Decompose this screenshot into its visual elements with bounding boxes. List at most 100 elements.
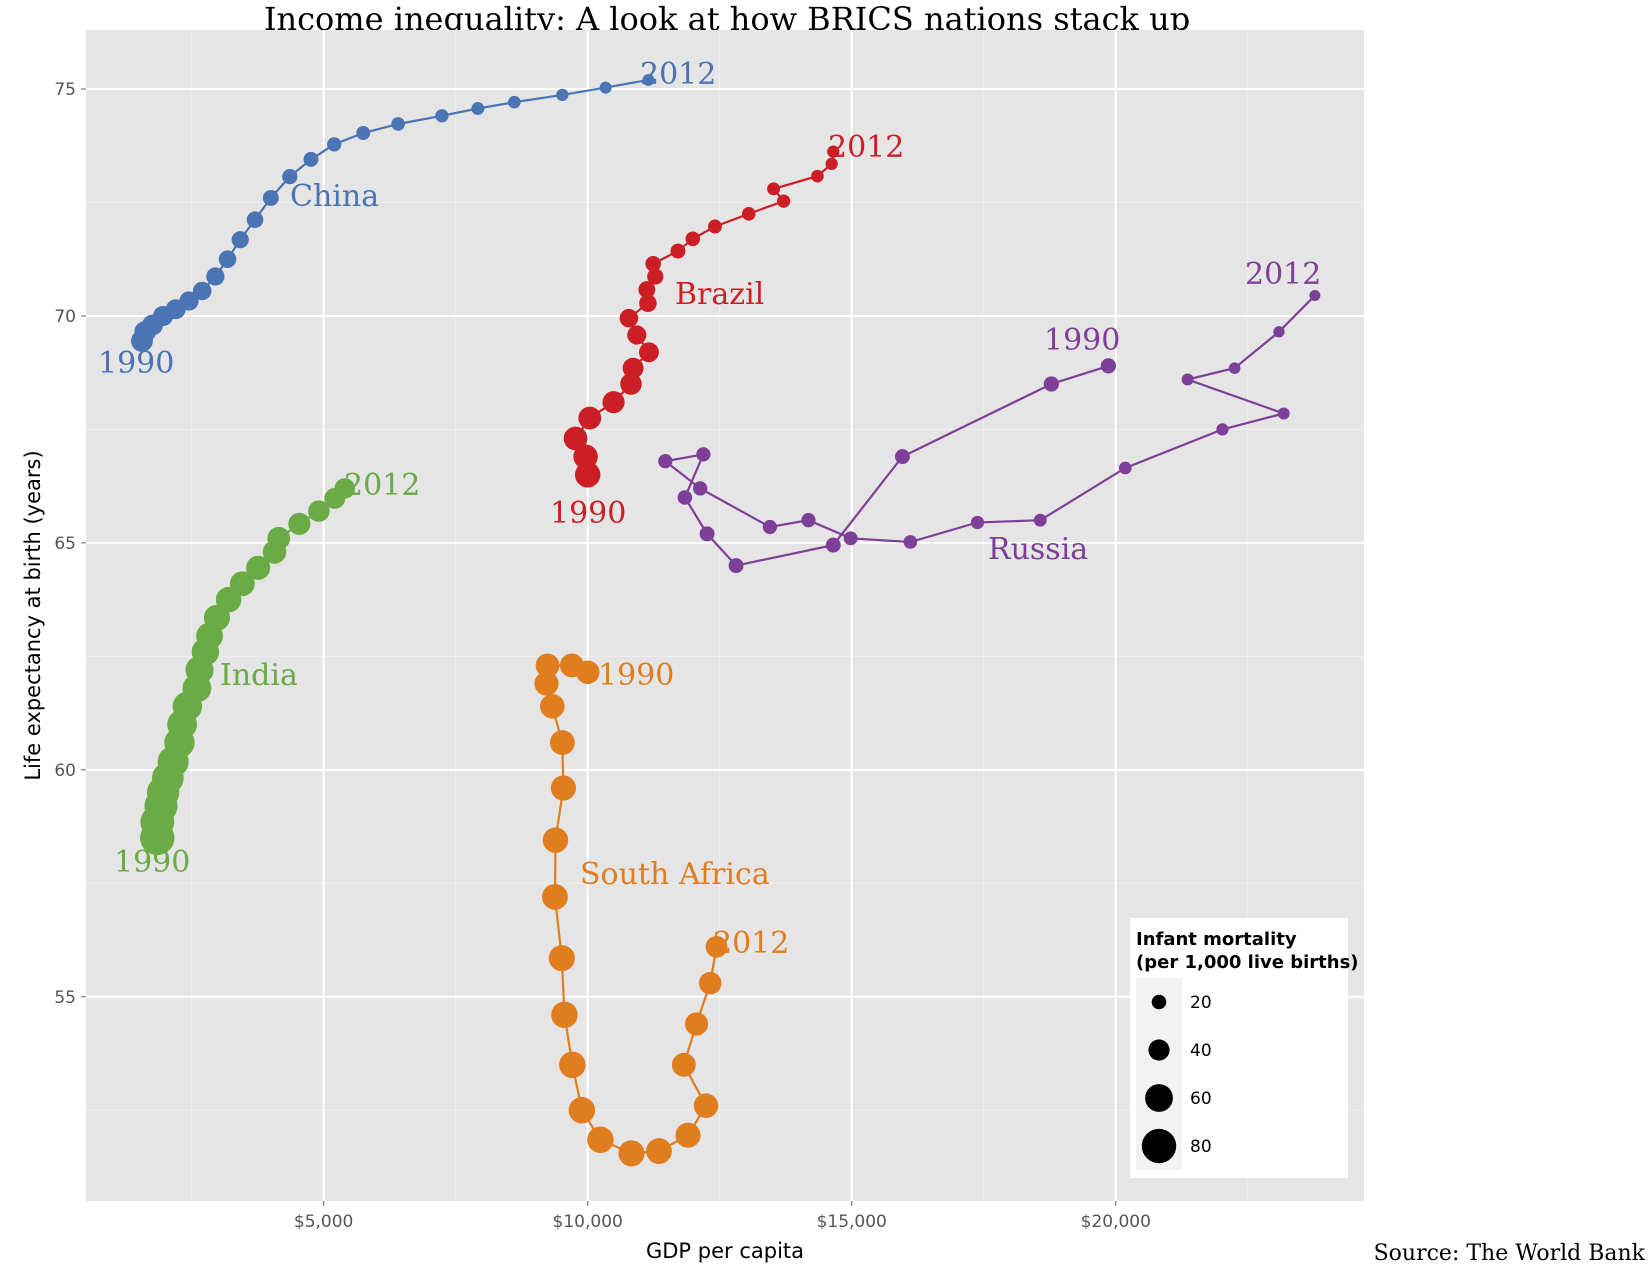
- data-point-brazil: [647, 268, 664, 285]
- y-axis-label: Life expectancy at birth (years): [21, 450, 45, 780]
- series-name-label-russia: Russia: [988, 532, 1088, 567]
- series-india: [140, 478, 356, 856]
- data-point-south-africa: [540, 694, 565, 719]
- data-point-china: [262, 189, 279, 206]
- data-point-brazil: [639, 294, 657, 313]
- axes: $5,000 $10,000 $15,000 $20,000 55 60 65 70 75: [54, 80, 1151, 1232]
- data-point-china: [356, 126, 371, 140]
- y-tick-label: 75: [54, 80, 76, 100]
- data-point-south-africa: [534, 671, 559, 696]
- data-point-russia: [728, 558, 744, 574]
- y-tick-label: 55: [54, 988, 76, 1008]
- data-point-south-africa: [684, 1012, 709, 1036]
- series-brazil: [563, 145, 840, 488]
- data-point-india: [267, 526, 291, 550]
- x-tick-label: $10,000: [553, 1212, 623, 1232]
- data-point-brazil: [622, 357, 644, 379]
- data-point-china: [327, 137, 342, 152]
- data-point-south-africa: [587, 1126, 614, 1153]
- data-point-brazil: [620, 373, 642, 395]
- data-point-china: [556, 88, 569, 102]
- data-point-south-africa: [548, 945, 575, 972]
- data-point-russia: [1118, 461, 1132, 475]
- series-labels: China 1990 2012 Brazil 1990 2012 Russia 1990 201…: [98, 57, 1321, 961]
- data-point-russia: [843, 531, 858, 546]
- series-name-label-india: India: [220, 658, 298, 693]
- start-year-label-russia: 1990: [1044, 323, 1120, 358]
- data-point-china: [192, 281, 212, 301]
- data-point-south-africa: [618, 1140, 645, 1167]
- data-point-south-africa: [542, 883, 568, 910]
- data-point-china: [246, 211, 264, 229]
- legend-size-marker: [1151, 994, 1167, 1010]
- data-point-russia: [1309, 290, 1321, 302]
- legend: Infant mortality (per 1,000 live births)…: [1130, 918, 1359, 1178]
- data-point-india: [246, 555, 271, 580]
- data-point-brazil: [645, 255, 661, 272]
- data-point-brazil: [573, 444, 598, 469]
- start-year-label-south-africa: 1990: [598, 658, 674, 693]
- data-point-south-africa: [542, 827, 569, 853]
- data-point-south-africa: [551, 1001, 578, 1029]
- data-point-russia: [801, 513, 816, 528]
- legend-size-marker: [1145, 1084, 1173, 1112]
- start-year-label-brazil: 1990: [550, 496, 626, 531]
- end-year-label-russia: 2012: [1245, 257, 1321, 292]
- data-point-brazil: [767, 182, 781, 196]
- data-point-russia: [658, 454, 673, 469]
- data-point-brazil: [670, 243, 686, 259]
- data-point-russia: [1033, 513, 1047, 527]
- y-tick-label: 60: [54, 761, 76, 781]
- data-point-south-africa: [671, 1052, 696, 1077]
- start-year-label-india: 1990: [114, 845, 190, 880]
- data-point-china: [231, 231, 249, 249]
- series-russia: [658, 290, 1321, 574]
- series-layer: [131, 73, 1321, 1167]
- data-point-russia: [696, 447, 711, 462]
- data-point-south-africa: [698, 971, 722, 995]
- data-point-india: [334, 478, 356, 499]
- data-point-south-africa: [549, 730, 575, 756]
- data-point-russia: [677, 490, 693, 505]
- data-point-russia: [699, 526, 715, 542]
- data-point-brazil: [638, 281, 656, 299]
- data-point-russia: [1043, 376, 1059, 392]
- grid-lines: [86, 30, 1364, 1201]
- legend-size-label: 80: [1190, 1137, 1212, 1157]
- data-point-south-africa: [705, 935, 728, 958]
- legend-size-marker: [1141, 1128, 1177, 1164]
- data-point-russia: [1216, 423, 1229, 436]
- data-point-china: [642, 73, 655, 86]
- series-name-label-south-africa: South Africa: [580, 857, 770, 892]
- data-point-south-africa: [693, 1093, 719, 1118]
- legend-entries: 20 40 60 80: [1141, 993, 1212, 1164]
- x-tick-label: $20,000: [1081, 1212, 1151, 1232]
- data-point-south-africa: [559, 653, 584, 678]
- data-point-russia: [903, 535, 918, 549]
- source-note: Source: The World Bank: [1374, 1241, 1646, 1266]
- end-year-label-china: 2012: [640, 57, 716, 92]
- data-point-russia: [1100, 358, 1117, 374]
- y-tick-label: 65: [54, 534, 76, 554]
- data-point-brazil: [602, 391, 625, 414]
- legend-size-label: 20: [1190, 993, 1212, 1013]
- data-point-china: [179, 291, 199, 311]
- data-point-brazil: [563, 426, 588, 451]
- data-point-china: [435, 109, 449, 123]
- data-point-china: [282, 168, 298, 185]
- data-point-russia: [1277, 407, 1290, 420]
- data-point-russia: [693, 481, 708, 496]
- data-point-brazil: [707, 219, 722, 234]
- data-point-china: [206, 267, 225, 286]
- data-point-brazil: [619, 308, 639, 328]
- legend-size-marker: [1148, 1039, 1170, 1061]
- series-name-label-china: China: [290, 179, 379, 214]
- data-point-brazil: [825, 157, 838, 171]
- series-name-label-brazil: Brazil: [675, 277, 764, 312]
- series-china: [131, 73, 655, 352]
- data-point-brazil: [685, 231, 701, 247]
- data-point-russia: [762, 519, 778, 535]
- data-point-south-africa: [535, 653, 560, 678]
- data-point-china: [507, 95, 521, 109]
